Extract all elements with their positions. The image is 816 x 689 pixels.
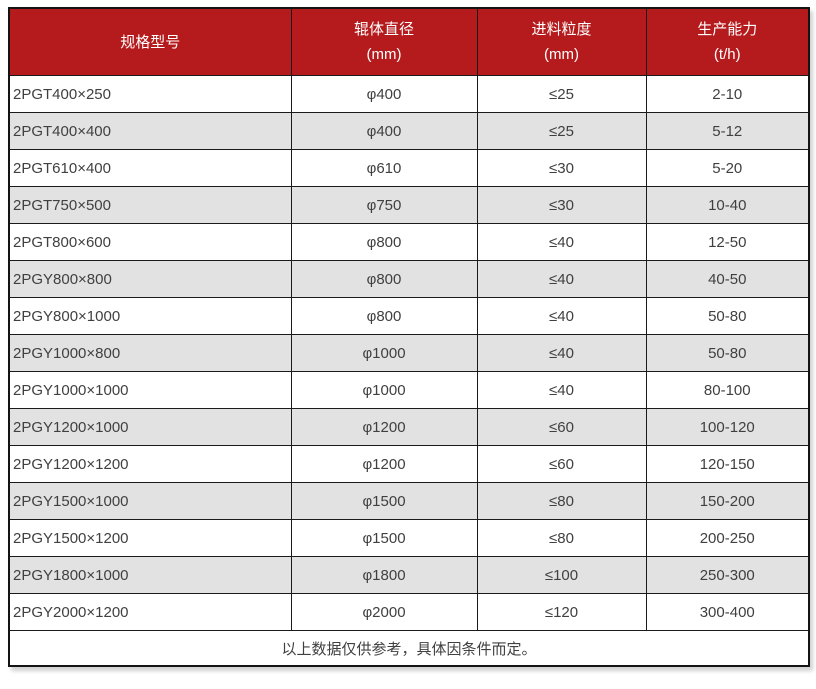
table-row: 2PGY1200×1000 φ1200 ≤60 100-120 — [8, 408, 810, 446]
header-capacity-label: 生产能力 — [697, 21, 758, 38]
cell-capacity: 300-400 — [645, 593, 810, 631]
header-capacity-unit: (t/h) — [713, 46, 741, 63]
cell-capacity: 250-300 — [645, 556, 810, 594]
cell-model: 2PGY1200×1200 — [8, 445, 292, 483]
cell-model: 2PGT800×600 — [8, 223, 292, 261]
header-diameter-unit: (mm) — [366, 46, 402, 63]
cell-feed: ≤100 — [476, 556, 647, 594]
cell-capacity: 150-200 — [645, 482, 810, 520]
cell-diameter: φ400 — [290, 75, 478, 113]
cell-diameter: φ610 — [290, 149, 478, 187]
cell-capacity: 5-12 — [645, 112, 810, 150]
footer-note: 以上数据仅供参考，具体因条件而定。 — [8, 630, 810, 667]
cell-capacity: 100-120 — [645, 408, 810, 446]
header-feed-size-label: 进料粒度 — [531, 21, 592, 38]
cell-feed: ≤80 — [476, 482, 647, 520]
cell-capacity: 200-250 — [645, 519, 810, 557]
cell-diameter: φ1000 — [290, 371, 478, 409]
table-row: 2PGT610×400 φ610 ≤30 5-20 — [8, 149, 810, 187]
cell-model: 2PGY2000×1200 — [8, 593, 292, 631]
cell-model: 2PGY800×800 — [8, 260, 292, 298]
cell-model: 2PGY1000×1000 — [8, 371, 292, 409]
table-row: 2PGT400×250 φ400 ≤25 2-10 — [8, 75, 810, 113]
cell-capacity: 50-80 — [645, 334, 810, 372]
cell-model: 2PGT750×500 — [8, 186, 292, 224]
cell-feed: ≤40 — [476, 260, 647, 298]
table-row: 2PGT750×500 φ750 ≤30 10-40 — [8, 186, 810, 224]
header-diameter-label: 辊体直径 — [353, 21, 414, 38]
cell-diameter: φ1200 — [290, 408, 478, 446]
header-feed-size: 进料粒度 (mm) — [476, 7, 647, 76]
cell-model: 2PGT400×400 — [8, 112, 292, 150]
table-row: 2PGT800×600 φ800 ≤40 12-50 — [8, 223, 810, 261]
table-row: 2PGY1200×1200 φ1200 ≤60 120-150 — [8, 445, 810, 483]
cell-feed: ≤60 — [476, 408, 647, 446]
header-feed-size-unit: (mm) — [544, 46, 579, 63]
header-capacity: 生产能力 (t/h) — [645, 7, 810, 76]
cell-model: 2PGY800×1000 — [8, 297, 292, 335]
roller-crusher-spec-table: 规格型号 辊体直径 (mm) 进料粒度 (mm) 生产能力 (t/h) 2PGT… — [8, 7, 810, 667]
table-row: 2PGY800×1000 φ800 ≤40 50-80 — [8, 297, 810, 335]
cell-feed: ≤25 — [476, 75, 647, 113]
table-row: 2PGY800×800 φ800 ≤40 40-50 — [8, 260, 810, 298]
footer-row: 以上数据仅供参考，具体因条件而定。 — [8, 630, 810, 667]
cell-capacity: 50-80 — [645, 297, 810, 335]
cell-diameter: φ1500 — [290, 519, 478, 557]
table-row: 2PGY1000×800 φ1000 ≤40 50-80 — [8, 334, 810, 372]
table-row: 2PGY2000×1200 φ2000 ≤120 300-400 — [8, 593, 810, 631]
cell-capacity: 80-100 — [645, 371, 810, 409]
cell-diameter: φ800 — [290, 223, 478, 261]
cell-model: 2PGT400×250 — [8, 75, 292, 113]
table-row: 2PGY1500×1000 φ1500 ≤80 150-200 — [8, 482, 810, 520]
table-row: 2PGY1500×1200 φ1500 ≤80 200-250 — [8, 519, 810, 557]
table-row: 2PGY1800×1000 φ1800 ≤100 250-300 — [8, 556, 810, 594]
cell-feed: ≤30 — [476, 186, 647, 224]
cell-feed: ≤120 — [476, 593, 647, 631]
cell-feed: ≤40 — [476, 371, 647, 409]
cell-model: 2PGT610×400 — [8, 149, 292, 187]
cell-capacity: 120-150 — [645, 445, 810, 483]
cell-feed: ≤40 — [476, 334, 647, 372]
cell-capacity: 12-50 — [645, 223, 810, 261]
cell-capacity: 2-10 — [645, 75, 810, 113]
table-row: 2PGY1000×1000 φ1000 ≤40 80-100 — [8, 371, 810, 409]
header-model: 规格型号 — [8, 7, 292, 76]
cell-model: 2PGY1500×1200 — [8, 519, 292, 557]
cell-model: 2PGY1200×1000 — [8, 408, 292, 446]
header-row: 规格型号 辊体直径 (mm) 进料粒度 (mm) 生产能力 (t/h) — [8, 7, 810, 76]
cell-diameter: φ2000 — [290, 593, 478, 631]
cell-feed: ≤40 — [476, 297, 647, 335]
cell-diameter: φ1800 — [290, 556, 478, 594]
cell-diameter: φ1500 — [290, 482, 478, 520]
cell-model: 2PGY1000×800 — [8, 334, 292, 372]
cell-model: 2PGY1500×1000 — [8, 482, 292, 520]
table-header: 规格型号 辊体直径 (mm) 进料粒度 (mm) 生产能力 (t/h) — [8, 7, 810, 76]
cell-diameter: φ1000 — [290, 334, 478, 372]
cell-model: 2PGY1800×1000 — [8, 556, 292, 594]
cell-diameter: φ800 — [290, 260, 478, 298]
cell-diameter: φ800 — [290, 297, 478, 335]
table-footer: 以上数据仅供参考，具体因条件而定。 — [8, 630, 810, 667]
table-row: 2PGT400×400 φ400 ≤25 5-12 — [8, 112, 810, 150]
cell-feed: ≤40 — [476, 223, 647, 261]
cell-feed: ≤25 — [476, 112, 647, 150]
cell-capacity: 10-40 — [645, 186, 810, 224]
table-body: 2PGT400×250 φ400 ≤25 2-10 2PGT400×400 φ400 ≤25… — [8, 75, 810, 631]
cell-diameter: φ1200 — [290, 445, 478, 483]
cell-diameter: φ400 — [290, 112, 478, 150]
header-diameter: 辊体直径 (mm) — [290, 7, 478, 76]
cell-feed: ≤60 — [476, 445, 647, 483]
header-model-label: 规格型号 — [120, 33, 181, 51]
cell-feed: ≤80 — [476, 519, 647, 557]
cell-capacity: 40-50 — [645, 260, 810, 298]
cell-diameter: φ750 — [290, 186, 478, 224]
cell-capacity: 5-20 — [645, 149, 810, 187]
cell-feed: ≤30 — [476, 149, 647, 187]
